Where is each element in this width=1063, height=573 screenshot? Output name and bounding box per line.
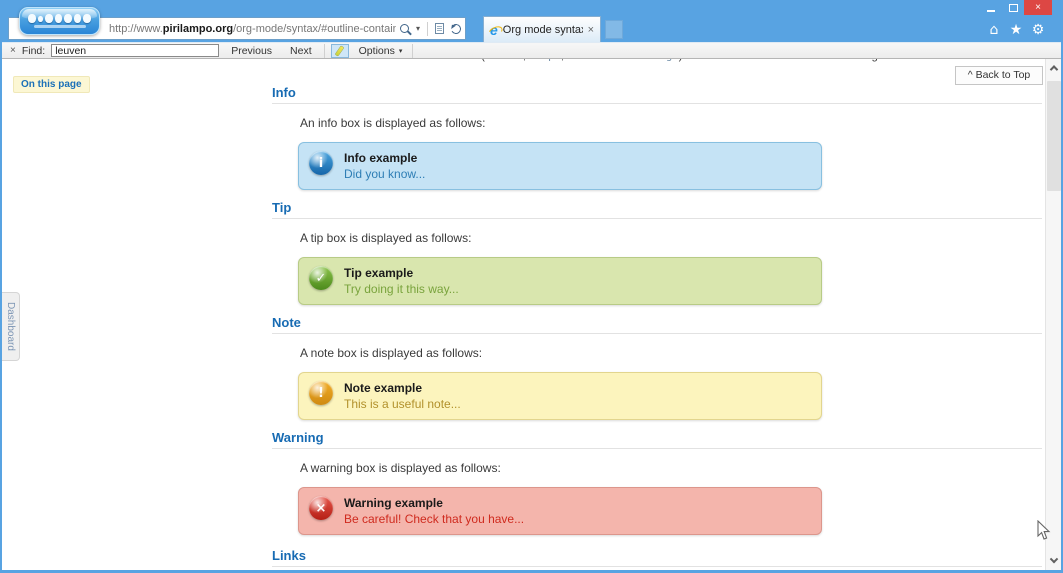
watermark-logo: [19, 7, 100, 35]
section-info: Info An info box is displayed as follows…: [272, 85, 1042, 190]
favorites-star-icon[interactable]: ★: [1009, 22, 1023, 38]
info-icon: i: [309, 151, 333, 175]
section-description: A warning box is displayed as follows:: [300, 461, 501, 475]
section-heading: Warning: [272, 430, 324, 445]
check-icon: ✓: [309, 266, 333, 290]
box-title: Tip example: [344, 266, 414, 280]
box-title: Note example: [344, 381, 423, 395]
find-next-button[interactable]: Next: [290, 44, 312, 57]
chevron-up-icon: [1049, 64, 1059, 74]
section-heading: Note: [272, 315, 301, 330]
exclamation-icon: !: [309, 381, 333, 405]
section-heading: Links: [272, 548, 306, 563]
maximize-button[interactable]: [1002, 0, 1024, 15]
scrollbar-thumb[interactable]: [1047, 81, 1061, 191]
find-close-icon[interactable]: ×: [10, 45, 16, 56]
find-options-button[interactable]: Options ▾: [358, 44, 403, 57]
refresh-icon[interactable]: [449, 22, 463, 35]
chevron-down-icon: [1049, 554, 1059, 563]
new-tab-button[interactable]: [605, 20, 623, 39]
maximize-icon: [1008, 3, 1018, 12]
minimize-button[interactable]: [980, 0, 1002, 15]
info-box: i Info example Did you know...: [298, 142, 822, 190]
section-heading: Tip: [272, 200, 292, 215]
box-subtitle: Try doing it this way...: [344, 282, 459, 296]
divider: [272, 566, 1042, 567]
watermark-subtext: [33, 25, 86, 28]
vertical-scrollbar[interactable]: [1045, 59, 1061, 570]
section-warning: Warning A warning box is displayed as fo…: [272, 430, 1042, 535]
scroll-down-button[interactable]: [1046, 553, 1062, 570]
box-subtitle: Be careful! Check that you have...: [344, 512, 525, 526]
back-to-top-button[interactable]: ^ Back to Top: [955, 66, 1043, 85]
home-icon[interactable]: ⌂: [989, 22, 999, 38]
settings-gear-icon[interactable]: ⚙: [1031, 22, 1045, 38]
compatibility-view-icon[interactable]: [435, 23, 444, 34]
highlight-all-button[interactable]: [330, 43, 349, 58]
ie-favicon: e: [490, 21, 498, 38]
section-heading: Info: [272, 85, 296, 100]
tab-close-icon[interactable]: ×: [587, 23, 594, 36]
browser-tab[interactable]: e Org mode syntax ex... ×: [483, 16, 601, 42]
find-input[interactable]: [51, 44, 220, 57]
url-text: http://www.pirilampo.org/org-mode/syntax…: [109, 22, 440, 35]
dashboard-tab[interactable]: Dashboard: [2, 292, 20, 361]
minimize-icon: [987, 9, 995, 12]
section-tip: Tip A tip box is displayed as follows: ✓…: [272, 200, 1042, 305]
find-label: Find:: [21, 44, 46, 57]
scroll-up-button[interactable]: [1046, 59, 1062, 76]
divider: [272, 333, 1042, 334]
highlighter-icon: [335, 45, 344, 56]
section-note: Note A note box is displayed as follows:…: [272, 315, 1042, 420]
warning-box: × Warning example Be careful! Check that…: [298, 487, 822, 535]
section-description: A note box is displayed as follows:: [300, 346, 483, 360]
box-subtitle: Did you know...: [344, 167, 426, 181]
watermark-bubble-text: [28, 14, 91, 23]
section-links: Links: [272, 548, 1042, 567]
on-this-page-button[interactable]: On this page: [13, 76, 90, 93]
box-title: Info example: [344, 151, 418, 165]
url-dropdown-icon[interactable]: ▾: [415, 24, 420, 33]
divider: [272, 448, 1042, 449]
section-description: An info box is displayed as follows:: [300, 116, 486, 130]
address-bar[interactable]: http://www.pirilampo.org/org-mode/syntax…: [8, 17, 466, 40]
section-description: A tip box is displayed as follows:: [300, 231, 472, 245]
find-bar: × Find: Previous Next Options ▾: [2, 42, 1061, 59]
divider: [272, 218, 1042, 219]
close-icon: ×: [1035, 2, 1041, 13]
box-title: Warning example: [344, 496, 443, 510]
page-content: You can create several other boxes ('inf…: [2, 59, 1045, 570]
search-icon[interactable]: [399, 24, 409, 33]
window-controls: ×: [980, 0, 1052, 15]
tab-title: Org mode syntax ex...: [502, 23, 583, 36]
intro-paragraph: You can create several other boxes ('inf…: [298, 59, 888, 62]
close-button[interactable]: ×: [1024, 0, 1052, 15]
box-subtitle: This is a useful note...: [344, 397, 461, 411]
find-previous-button[interactable]: Previous: [231, 44, 273, 57]
note-box: ! Note example This is a useful note...: [298, 372, 822, 420]
cross-icon: ×: [309, 496, 333, 520]
divider: [272, 103, 1042, 104]
chevron-down-icon: ▾: [398, 47, 403, 55]
tip-box: ✓ Tip example Try doing it this way...: [298, 257, 822, 305]
